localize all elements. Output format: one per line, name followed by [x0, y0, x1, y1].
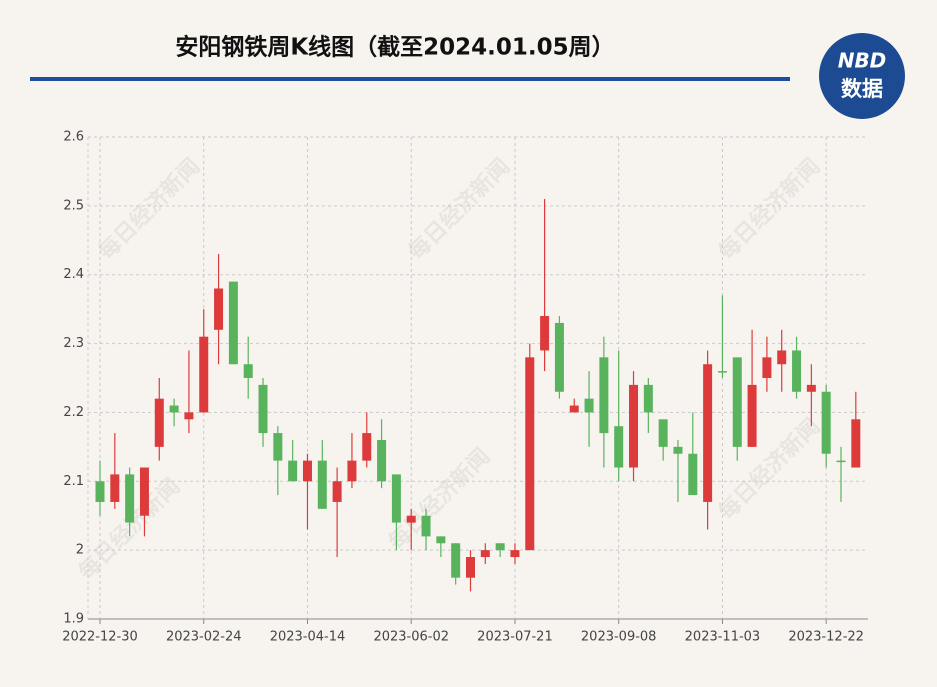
candle-body — [139, 467, 149, 516]
y-tick-label: 2 — [76, 543, 84, 558]
logo-top: NBD — [838, 49, 887, 73]
candle-body — [228, 281, 238, 365]
x-tick-label: 2023-12-22 — [788, 630, 864, 645]
candle-body — [302, 460, 312, 482]
candle-body — [391, 474, 401, 523]
candle-body — [95, 481, 105, 502]
candle-body — [288, 460, 298, 482]
candle-body — [421, 515, 431, 537]
x-tick-label: 2023-06-02 — [373, 630, 449, 645]
y-tick-label: 2.3 — [63, 336, 84, 351]
x-tick-label: 2023-04-14 — [270, 630, 346, 645]
candle-body — [154, 398, 164, 447]
candle-body — [643, 384, 653, 413]
y-tick-label: 2.5 — [63, 198, 84, 213]
y-tick-label: 1.9 — [63, 612, 84, 627]
y-tick-label: 2.6 — [63, 130, 84, 145]
candle-body — [836, 460, 846, 463]
candle-body — [703, 364, 713, 502]
candle-body — [584, 398, 594, 413]
candle-body — [821, 391, 831, 454]
candle-body — [688, 453, 698, 496]
logo-bottom: 数据 — [841, 77, 883, 101]
candle-body — [199, 336, 209, 413]
y-tick-label: 2.4 — [63, 267, 84, 282]
y-tick-label: 2.2 — [63, 405, 84, 420]
candle-body — [480, 550, 490, 558]
candle-body — [332, 481, 342, 502]
logo — [819, 33, 905, 119]
x-tick-label: 2023-11-03 — [685, 630, 761, 645]
x-tick-label: 2023-02-24 — [166, 630, 242, 645]
candle-body — [466, 557, 475, 578]
candle-body — [184, 412, 194, 420]
candle-body — [347, 460, 357, 482]
chart-title: 安阳钢铁周K线图（截至2024.01.05周） — [175, 34, 614, 61]
candle-body — [762, 357, 772, 378]
candle-body — [717, 371, 727, 373]
candle-body — [569, 405, 579, 413]
candle-body — [317, 460, 327, 509]
candle-body — [673, 446, 683, 454]
candle-body — [792, 350, 802, 392]
candle-body — [525, 357, 535, 551]
candle-body — [629, 384, 639, 468]
candle-body — [554, 322, 564, 392]
candle-body — [406, 515, 416, 523]
candle-body — [732, 357, 742, 447]
candle-body — [540, 316, 550, 351]
candle-body — [243, 364, 253, 378]
candle-body — [436, 536, 446, 544]
candle-body — [451, 543, 461, 578]
candle-body — [258, 384, 268, 434]
candle-body — [510, 550, 520, 558]
x-tick-label: 2022-12-30 — [62, 630, 138, 645]
candle-body — [273, 433, 283, 461]
x-tick-label: 2023-09-08 — [581, 630, 657, 645]
x-tick-label: 2023-07-21 — [477, 630, 553, 645]
candle-body — [806, 384, 816, 392]
candle-body — [658, 419, 668, 447]
candle-body — [377, 439, 387, 482]
y-tick-label: 2.1 — [63, 474, 84, 489]
candle-body — [214, 288, 224, 330]
title-rule — [30, 77, 790, 81]
candle-body — [495, 543, 505, 551]
candle-body — [777, 350, 787, 365]
candle-body — [362, 433, 372, 461]
candle-body — [747, 384, 757, 447]
candle-body — [599, 357, 609, 434]
candle-body — [614, 426, 624, 468]
candle-body — [851, 419, 861, 468]
candle-body — [169, 405, 179, 413]
candle-body — [125, 474, 135, 523]
candle-body — [110, 474, 120, 502]
